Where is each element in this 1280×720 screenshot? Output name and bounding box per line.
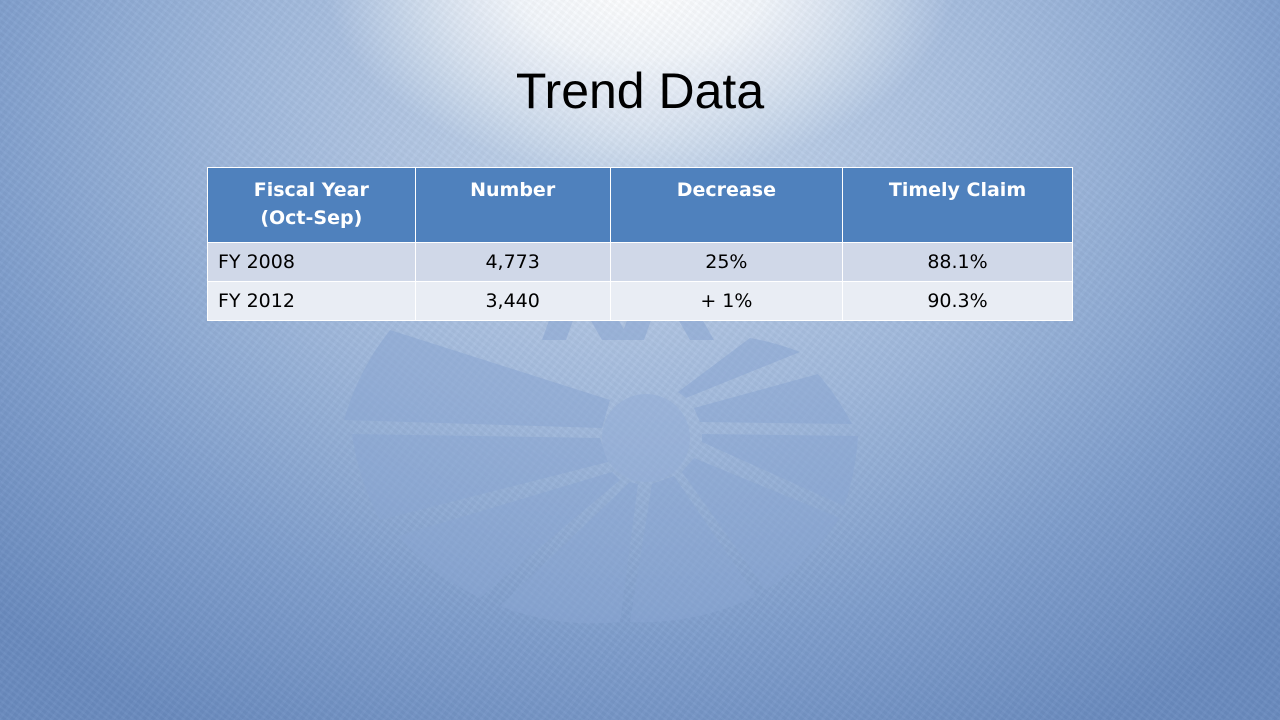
cell-decrease: + 1%: [609, 281, 844, 321]
trend-data-table: Fiscal Year (Oct-Sep) Number Decrease Ti…: [207, 167, 1073, 321]
header-timely-claim: Timely Claim: [842, 167, 1073, 243]
cell-number: 4,773: [414, 242, 611, 282]
cell-timely-claim: 88.1%: [842, 242, 1073, 282]
header-fiscal-year-line1: Fiscal Year: [253, 179, 369, 201]
table-row: FY 2012 3,440 + 1% 90.3%: [207, 281, 1073, 321]
logo-watermark-icon: [344, 312, 858, 624]
header-fiscal-year: Fiscal Year (Oct-Sep): [207, 167, 416, 243]
table-header-row: Fiscal Year (Oct-Sep) Number Decrease Ti…: [207, 167, 1073, 243]
cell-fiscal-year: FY 2012: [207, 281, 416, 321]
header-fiscal-year-line2: (Oct-Sep): [260, 207, 363, 229]
cell-decrease: 25%: [609, 242, 844, 282]
cell-fiscal-year: FY 2008: [207, 242, 416, 282]
header-number: Number: [414, 167, 611, 243]
cell-timely-claim: 90.3%: [842, 281, 1073, 321]
slide-title: Trend Data: [515, 63, 765, 119]
cell-number: 3,440: [414, 281, 611, 321]
table-row: FY 2008 4,773 25% 88.1%: [207, 242, 1073, 282]
header-decrease: Decrease: [609, 167, 844, 243]
